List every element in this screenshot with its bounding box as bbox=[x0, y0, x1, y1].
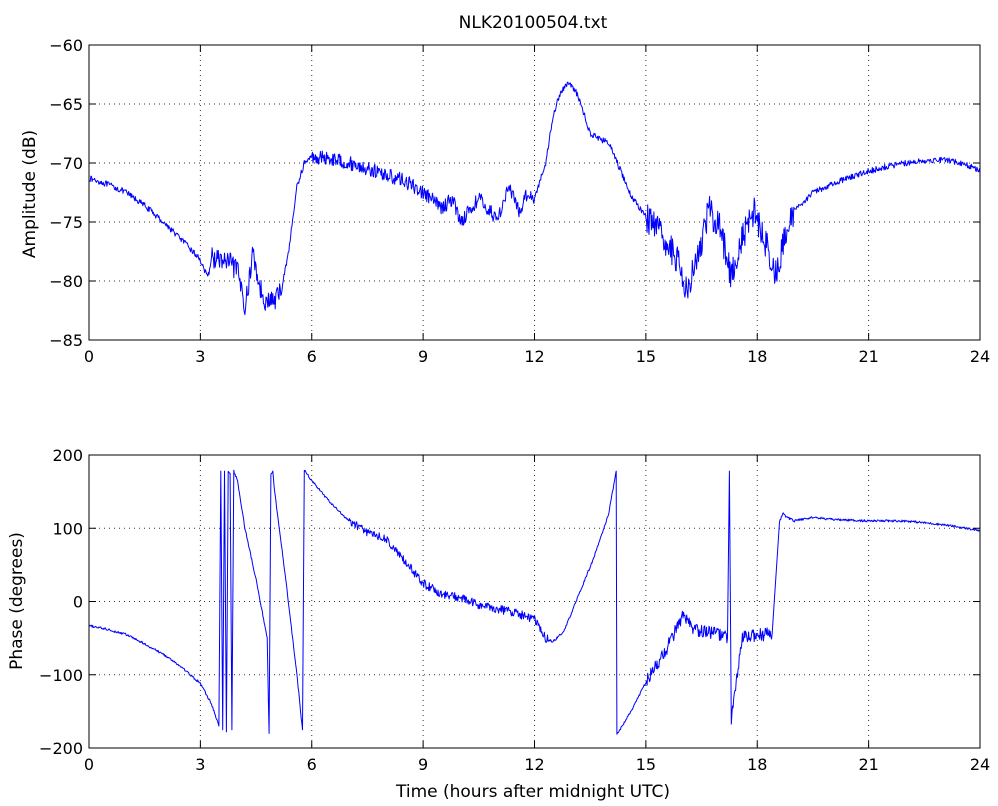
amplitude-plot-area bbox=[89, 81, 980, 316]
phase-x-tick-label-2: 6 bbox=[307, 755, 317, 774]
amplitude-y-tick-label-4: −65 bbox=[49, 95, 83, 114]
amplitude-grid bbox=[89, 45, 980, 340]
amplitude-x-tick-label-7: 21 bbox=[858, 347, 878, 366]
phase-y-tick-label-4: 200 bbox=[52, 446, 83, 465]
phase-y-tick-label-3: 100 bbox=[52, 519, 83, 538]
phase-x-tick-label-4: 12 bbox=[524, 755, 544, 774]
phase-x-tick-label-6: 18 bbox=[747, 755, 767, 774]
amplitude-x-tick-label-2: 6 bbox=[307, 347, 317, 366]
amplitude-y-tick-label-0: −85 bbox=[49, 331, 83, 350]
phase-panel: 0 3 6 9 12 15 18 21 24 −200 −100 0 100 200 Phase (deg… bbox=[7, 446, 990, 802]
phase-y-tick-label-1: −100 bbox=[39, 666, 83, 685]
phase-x-tick-label-3: 9 bbox=[418, 755, 428, 774]
amplitude-series-line bbox=[89, 81, 980, 316]
phase-series-line bbox=[89, 469, 980, 735]
phase-ticks: 0 3 6 9 12 15 18 21 24 −200 −100 0 100 200 bbox=[39, 446, 990, 774]
amplitude-panel: NLK20100504.txt 0 3 6 9 12 15 18 21 24 −85 −80 −75 −… bbox=[20, 13, 990, 366]
phase-y-tick-label-2: 0 bbox=[73, 593, 83, 612]
phase-grid bbox=[89, 455, 980, 748]
amplitude-x-tick-label-4: 12 bbox=[524, 347, 544, 366]
amplitude-x-tick-label-3: 9 bbox=[418, 347, 428, 366]
amplitude-x-tick-label-8: 24 bbox=[970, 347, 990, 366]
amplitude-x-tick-label-0: 0 bbox=[84, 347, 94, 366]
phase-plot-area bbox=[89, 469, 980, 735]
phase-x-axis-label: Time (hours after midnight UTC) bbox=[395, 782, 670, 802]
amplitude-y-axis-label: Amplitude (dB) bbox=[20, 130, 40, 258]
amplitude-y-tick-label-2: −75 bbox=[49, 213, 83, 232]
phase-y-axis-label: Phase (degrees) bbox=[7, 532, 27, 670]
phase-x-tick-label-0: 0 bbox=[84, 755, 94, 774]
phase-y-tick-label-0: −200 bbox=[39, 739, 83, 758]
amplitude-y-tick-label-1: −80 bbox=[49, 272, 83, 291]
amplitude-x-tick-label-5: 15 bbox=[636, 347, 656, 366]
chart-title: NLK20100504.txt bbox=[459, 13, 608, 33]
phase-x-tick-label-1: 3 bbox=[195, 755, 205, 774]
amplitude-y-tick-label-3: −70 bbox=[49, 154, 83, 173]
phase-x-tick-label-5: 15 bbox=[636, 755, 656, 774]
amplitude-ticks: 0 3 6 9 12 15 18 21 24 −85 −80 −75 −70 −65 −60 bbox=[49, 36, 990, 366]
amplitude-x-tick-label-1: 3 bbox=[195, 347, 205, 366]
phase-x-tick-label-7: 21 bbox=[858, 755, 878, 774]
amplitude-x-tick-label-6: 18 bbox=[747, 347, 767, 366]
phase-x-tick-label-8: 24 bbox=[970, 755, 990, 774]
amplitude-y-tick-label-5: −60 bbox=[49, 36, 83, 55]
